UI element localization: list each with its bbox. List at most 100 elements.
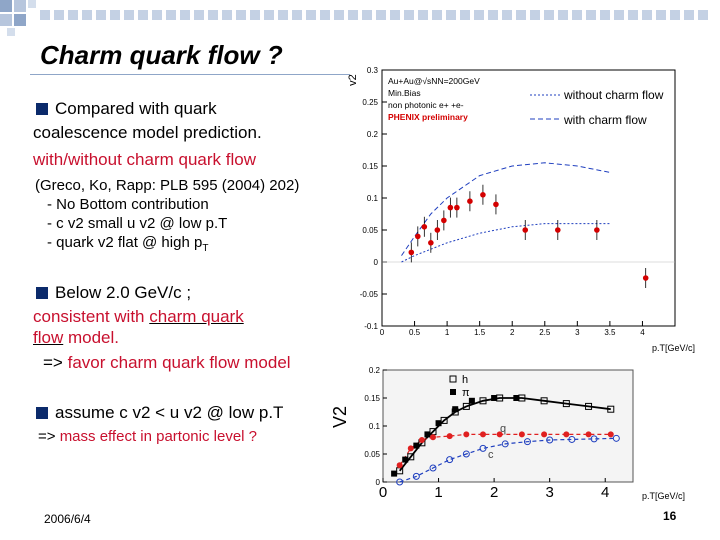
footer-date: 2006/6/4 <box>44 512 91 526</box>
chart2-point-q <box>430 434 436 441</box>
chart1-ytick-label: 0.15 <box>362 162 378 171</box>
bullet-square-icon <box>36 287 48 299</box>
chart2-legend-marker-pi <box>450 389 456 395</box>
chart1-data-point <box>421 224 428 230</box>
chart1-ylabel: v2 <box>347 74 359 86</box>
chart1-xtick-label: 1.5 <box>474 328 486 337</box>
chart2-point-c <box>462 450 470 458</box>
bullet2-line2: consistent with charm quark <box>33 307 244 327</box>
chart1-ytick-label: -0.05 <box>360 290 379 299</box>
chart2-point-q <box>563 431 570 438</box>
bullet2-line4: => favor charm quark flow model <box>43 353 291 373</box>
chart2-label-c: c <box>488 449 494 461</box>
chart1-xtick-label: 1 <box>445 328 450 337</box>
chart1-ytick-label: 0.2 <box>367 130 379 139</box>
chart2-legend-pi: π <box>462 387 470 399</box>
chart2-point-c <box>546 436 554 444</box>
chart2-point-pi <box>491 395 498 401</box>
chart2-point-q <box>607 431 614 438</box>
bullet2-line4-text: favor charm quark flow model <box>67 353 291 372</box>
bullet1-reference: (Greco, Ko, Rapp: PLB 595 (2004) 202) <box>35 177 300 194</box>
chart2-point-h <box>479 397 487 405</box>
chart1-xtick-label: 4 <box>640 328 645 337</box>
chart1-data-point <box>441 217 447 224</box>
chart1-ytick-label: 0.25 <box>362 98 378 107</box>
chart1-legend-with-label: with charm flow <box>563 113 647 127</box>
chart1-data-point <box>555 227 561 233</box>
bullet3-line2: => mass effect in partonic level ? <box>38 427 257 446</box>
bullet2-line3-underlined: flow <box>33 328 64 347</box>
bullet1-point-c: - quark v2 flat @ high pT <box>47 233 208 258</box>
bullet2-line2-underlined: charm quark <box>149 307 244 326</box>
chart1-ytick-label: 0.05 <box>362 226 378 235</box>
chart1-xtick-label: 3 <box>575 328 580 337</box>
chart1-xtick-label: 0.5 <box>409 328 421 337</box>
chart2-point-c <box>429 464 437 472</box>
chart1-data-point <box>467 198 473 204</box>
bullet1-line3: with/without charm quark flow <box>33 150 256 169</box>
bullet1-point-b: - c v2 small u v2 @ low p.T <box>47 215 228 232</box>
chart2-xtick-label: 3 <box>545 484 553 501</box>
chart2-point-h <box>585 402 593 410</box>
chart1-ytick-label: 0.3 <box>367 66 379 75</box>
chart2-point-c <box>590 435 598 443</box>
chart2-point-pi <box>424 431 431 438</box>
bullet-square-icon <box>36 407 48 419</box>
chart1-legend-box-text: Min.Bias <box>388 88 421 98</box>
chart2-xunit: p.T[GeV/c] <box>642 491 686 501</box>
chart1-ytick-label: 0 <box>374 258 379 267</box>
chart2-xtick-label: 1 <box>434 484 442 501</box>
chart2-frame <box>382 369 634 483</box>
chart1-legend-box-text: non photonic e+ +e- <box>388 100 464 110</box>
chart2-ytick-label: 0.1 <box>369 422 381 431</box>
chart1-data-point <box>428 240 434 246</box>
chart2-point-c <box>523 438 531 446</box>
chart2-point-q <box>480 431 486 438</box>
bullet2-line3: flow model. <box>33 328 119 348</box>
bullet2-line4-arrow: => <box>43 353 68 372</box>
chart2-point-c <box>479 444 487 452</box>
chart-quark-coalescence: 0 0.05 0.1 0.15 0.2 0 1 2 3 4 V2 hπ q c <box>330 366 634 501</box>
chart1-legend-without-label: without charm flow <box>563 88 664 102</box>
chart2-point-c <box>568 435 576 443</box>
chart2-point-q <box>518 431 525 438</box>
chart1-ytick-label: 0.1 <box>367 194 379 203</box>
chart2-point-q <box>585 431 592 438</box>
bullet-square-icon <box>36 103 48 115</box>
chart2-point-q <box>396 462 403 469</box>
chart2-ytick-label: 0.05 <box>364 450 380 459</box>
chart2-xtick-label: 0 <box>379 484 387 501</box>
bullet2-line2-text: consistent with <box>33 307 150 326</box>
chart2-ytick-label: 0 <box>376 478 381 487</box>
slide-title: Charm quark flow ? <box>40 40 283 70</box>
chart1-legend-box-text: PHENIX preliminary <box>388 112 468 122</box>
chart2-point-pi <box>452 406 459 413</box>
chart1-xtick-label: 3.5 <box>604 328 616 337</box>
chart1-ytick-label: -0.1 <box>364 322 378 331</box>
chart1-xtick-label: 2.5 <box>539 328 551 337</box>
page-number: 16 <box>663 509 677 523</box>
chart1-series-with-charm-flow <box>401 162 610 256</box>
chart2-point-q <box>541 431 548 438</box>
chart2-point-c <box>412 472 420 480</box>
chart2-point-q <box>446 433 453 440</box>
chart2-point-c <box>446 456 454 464</box>
chart1-data-point <box>522 227 529 233</box>
chart2-point-pi <box>413 442 420 449</box>
chart2-xtick-label: 2 <box>490 484 498 501</box>
chart2-point-h <box>562 400 570 408</box>
title-underline <box>30 74 350 75</box>
chart1-data-point <box>434 227 441 233</box>
chart2-point-q <box>496 431 503 438</box>
chart2-curve-charm <box>399 437 617 483</box>
chart2-point-q <box>418 437 425 443</box>
chart2-point-pi <box>513 395 520 401</box>
header-bar <box>40 8 720 28</box>
chart2-point-c <box>396 478 404 486</box>
chart2-point-pi <box>468 397 475 404</box>
chart1-xtick-label: 0 <box>380 328 385 337</box>
chart2-point-q <box>407 445 414 452</box>
chart1-data-point <box>415 233 421 240</box>
bullet1-line2: coalescence model prediction. <box>33 123 262 142</box>
chart2-point-c <box>612 434 620 442</box>
